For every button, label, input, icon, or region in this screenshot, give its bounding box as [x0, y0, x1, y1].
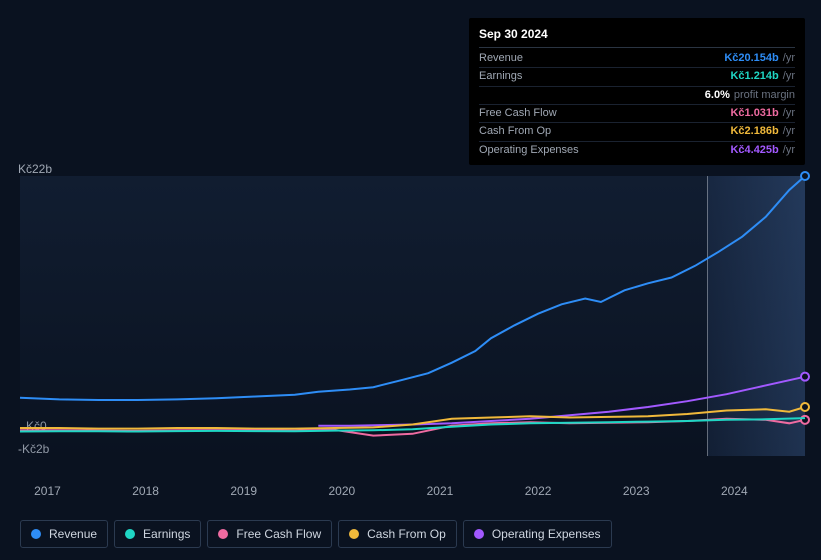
x-axis-tick: 2019: [230, 484, 257, 498]
legend-label: Free Cash Flow: [236, 527, 321, 541]
legend: Revenue Earnings Free Cash Flow Cash From O…: [20, 520, 612, 548]
legend-item-revenue[interactable]: Revenue: [20, 520, 108, 548]
x-axis-tick: 2018: [132, 484, 159, 498]
series-endpoint-icon: [801, 416, 809, 424]
legend-item-earnings[interactable]: Earnings: [114, 520, 201, 548]
series-cash-from-op: [20, 407, 805, 429]
legend-swatch-icon: [125, 529, 135, 539]
legend-label: Cash From Op: [367, 527, 446, 541]
series-endpoint-icon: [801, 373, 809, 381]
series-revenue: [20, 176, 805, 400]
x-axis-tick: 2024: [721, 484, 748, 498]
legend-item-operating-expenses[interactable]: Operating Expenses: [463, 520, 612, 548]
legend-item-cash-from-op[interactable]: Cash From Op: [338, 520, 457, 548]
series-endpoint-icon: [801, 403, 809, 411]
legend-label: Revenue: [49, 527, 97, 541]
legend-swatch-icon: [31, 529, 41, 539]
x-axis-tick: 2017: [34, 484, 61, 498]
legend-swatch-icon: [474, 529, 484, 539]
legend-label: Operating Expenses: [492, 527, 601, 541]
legend-label: Earnings: [143, 527, 190, 541]
series-endpoint-icon: [801, 172, 809, 180]
legend-swatch-icon: [349, 529, 359, 539]
legend-item-free-cash-flow[interactable]: Free Cash Flow: [207, 520, 332, 548]
x-axis-tick: 2020: [328, 484, 355, 498]
legend-swatch-icon: [218, 529, 228, 539]
chart-lines: [0, 0, 815, 466]
x-axis-tick: 2021: [427, 484, 454, 498]
x-axis-tick: 2022: [525, 484, 552, 498]
x-axis-tick: 2023: [623, 484, 650, 498]
